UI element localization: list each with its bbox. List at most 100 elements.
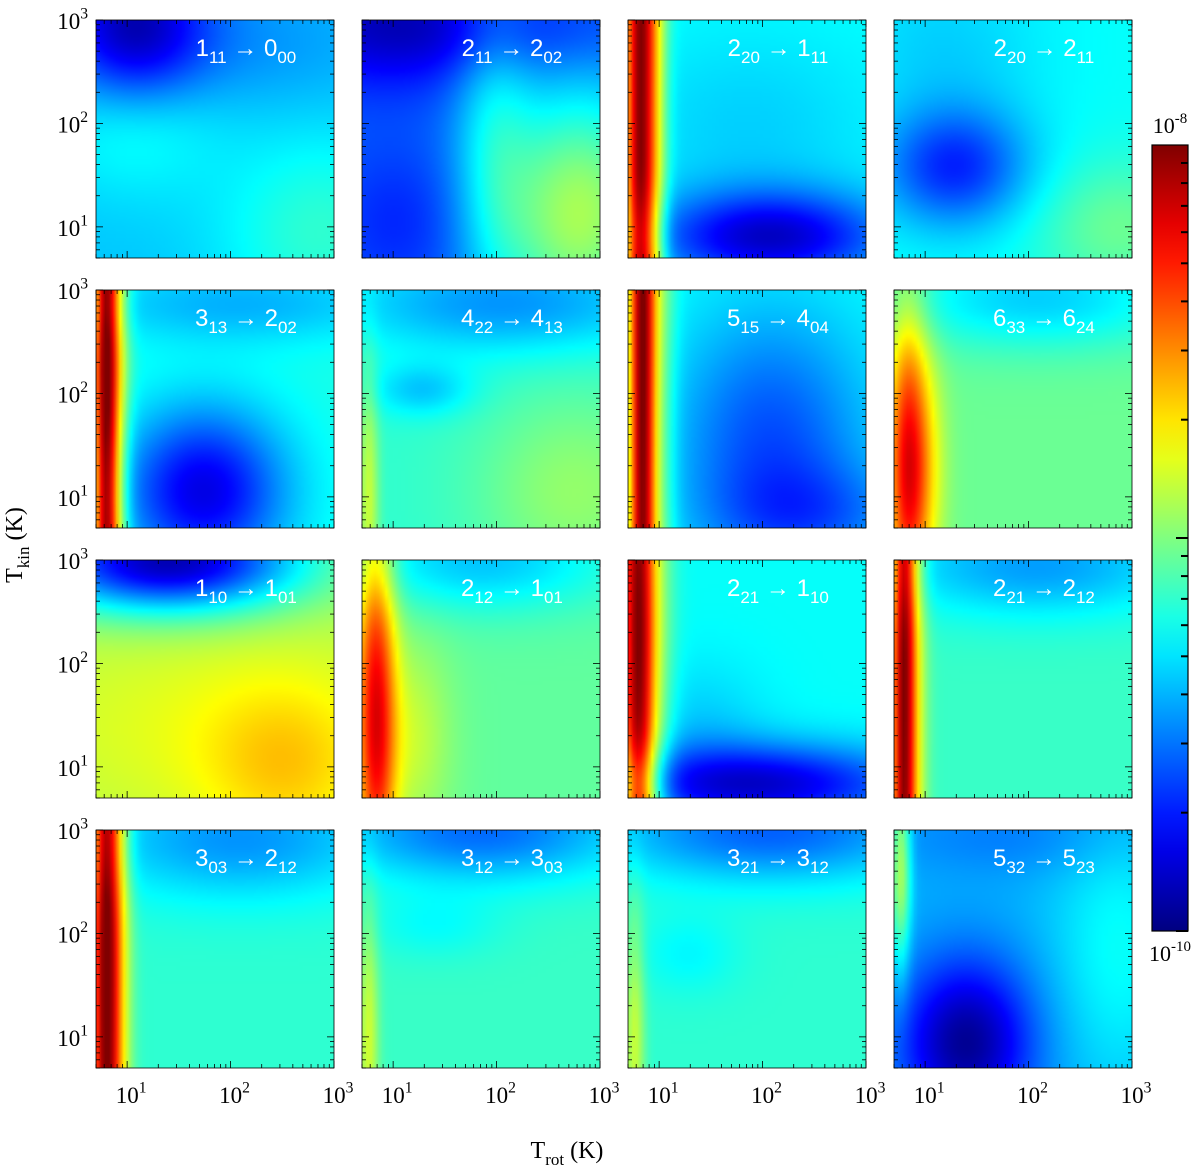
panel-title: 312 → 303: [461, 845, 563, 877]
heatmap-image: [96, 830, 334, 1068]
panel-ticks: [95, 829, 335, 1069]
panel-title: 220 → 111: [728, 35, 829, 67]
panel-grid: 111 → 000 101 102 103 211 → 202 220 → 111 220 …: [57, 6, 1151, 1108]
panel-frame: [627, 289, 867, 529]
panel-title: 633 → 624: [993, 305, 1095, 337]
y-tick-label: 102: [57, 649, 88, 677]
panel-16: 532 → 523 101 102 103: [893, 829, 1152, 1108]
panel-3: 220 → 111: [627, 19, 867, 259]
panel-title: 532 → 523: [993, 845, 1095, 877]
panel-title: 220 → 211: [994, 35, 1095, 67]
panel-title: 321 → 312: [727, 845, 829, 877]
y-tick-label: 103: [57, 276, 88, 304]
colorbar-ticks: [1176, 161, 1188, 932]
panel-ticks: [95, 289, 335, 529]
x-tick-label: 101: [914, 1080, 945, 1108]
heatmap-image: [362, 20, 600, 258]
colorbar-bottom-label: 10-10: [1149, 939, 1191, 966]
panel-title: 212 → 101: [461, 575, 563, 607]
panel-ticks: [95, 559, 335, 799]
panel-frame: [95, 829, 335, 1069]
panel-frame: [893, 829, 1133, 1069]
panel-2: 211 → 202: [361, 19, 601, 259]
x-tick-label: 102: [1017, 1080, 1048, 1108]
panel-ticks: [627, 829, 867, 1069]
heatmap-image: [628, 560, 866, 798]
x-tick-label: 101: [648, 1080, 679, 1108]
panel-title: 110 → 101: [195, 575, 297, 607]
panel-frame: [95, 19, 335, 259]
panel-1: 111 → 000 101 102 103: [57, 6, 335, 259]
heatmap-image: [362, 560, 600, 798]
y-axis-label: Tkin (K): [2, 507, 33, 583]
heatmap-image: [96, 20, 334, 258]
panel-ticks: [893, 829, 1133, 1069]
x-tick-label: 102: [219, 1080, 250, 1108]
x-tick-label: 103: [855, 1080, 886, 1108]
panel-ticks: [627, 289, 867, 529]
panel-ticks: [893, 559, 1133, 799]
panel-frame: [893, 559, 1133, 799]
panel-title: 221 → 212: [993, 575, 1095, 607]
panel-title: 422 → 413: [461, 305, 563, 337]
heatmap-image: [362, 830, 600, 1068]
panel-ticks: [361, 559, 601, 799]
panel-title: 515 → 404: [727, 305, 829, 337]
panel-ticks: [95, 19, 335, 259]
y-tick-label: 101: [57, 483, 88, 511]
panel-title: 221 → 110: [727, 575, 829, 607]
y-tick-label: 101: [57, 1023, 88, 1051]
y-tick-label: 102: [57, 919, 88, 947]
panel-ticks: [627, 559, 867, 799]
y-tick-label: 103: [57, 6, 88, 34]
heatmap-image: [628, 290, 866, 528]
x-axis-label: Trot (K): [531, 1138, 604, 1169]
panel-title: 111 → 000: [196, 35, 297, 67]
y-tick-label: 103: [57, 816, 88, 844]
x-tick-label: 102: [751, 1080, 782, 1108]
panel-frame: [627, 19, 867, 259]
x-tick-label: 103: [323, 1080, 354, 1108]
panel-12: 221 → 212: [893, 559, 1133, 799]
panel-4: 220 → 211: [893, 19, 1133, 259]
panel-frame: [361, 559, 601, 799]
heatmap-image: [96, 560, 334, 798]
heatmap-image: [894, 560, 1132, 798]
panel-10: 212 → 101: [361, 559, 601, 799]
panel-ticks: [893, 289, 1133, 529]
panel-frame: [95, 559, 335, 799]
panel-11: 221 → 110: [627, 559, 867, 799]
heatmap-image: [894, 20, 1132, 258]
panel-frame: [893, 19, 1133, 259]
x-tick-label: 102: [485, 1080, 516, 1108]
panel-14: 312 → 303 101 102 103: [361, 829, 620, 1108]
heatmap-image: [628, 830, 866, 1068]
panel-8: 633 → 624: [893, 289, 1133, 529]
colorbar-top-label: 10-8: [1153, 111, 1187, 138]
panel-ticks: [361, 19, 601, 259]
panel-6: 422 → 413: [361, 289, 601, 529]
panel-title: 313 → 202: [195, 305, 297, 337]
heatmap-image: [894, 290, 1132, 528]
x-tick-label: 103: [589, 1080, 620, 1108]
x-tick-label: 103: [1121, 1080, 1152, 1108]
panel-frame: [361, 19, 601, 259]
x-tick-label: 101: [382, 1080, 413, 1108]
panel-title: 211 → 202: [462, 35, 563, 67]
panel-ticks: [361, 289, 601, 529]
heatmap-image: [628, 20, 866, 258]
y-tick-label: 102: [57, 379, 88, 407]
panel-frame: [627, 829, 867, 1069]
heatmap-image: [894, 830, 1132, 1068]
panel-ticks: [627, 19, 867, 259]
heatmap-image: [362, 290, 600, 528]
y-tick-label: 102: [57, 109, 88, 137]
panel-5: 313 → 202 101 102 103: [57, 276, 335, 529]
panel-9: 110 → 101 101 102 103: [57, 546, 335, 799]
axis-labels: Trot (K) Tkin (K): [2, 507, 603, 1169]
heatmap-image: [96, 290, 334, 528]
panel-frame: [361, 289, 601, 529]
panel-7: 515 → 404: [627, 289, 867, 529]
y-tick-label: 101: [57, 753, 88, 781]
